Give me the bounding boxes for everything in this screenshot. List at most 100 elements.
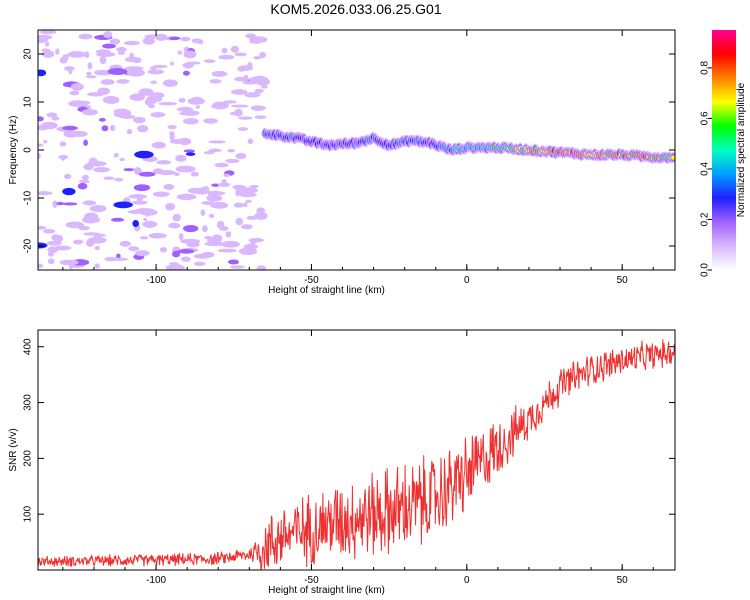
noise-blob xyxy=(65,221,85,229)
noise-blob xyxy=(77,182,88,190)
noise-blob xyxy=(46,240,62,246)
noise-blob xyxy=(63,129,79,138)
spectrogram-xtick-label: -100 xyxy=(146,275,166,286)
noise-blob xyxy=(208,213,215,218)
noise-blob xyxy=(132,116,146,124)
noise-blob xyxy=(131,200,148,205)
noise-blob xyxy=(62,187,76,196)
noise-blob xyxy=(113,152,119,158)
snr-xtick-label: -100 xyxy=(146,575,166,586)
noise-blob xyxy=(64,173,72,180)
noise-blob xyxy=(39,30,57,35)
noise-blob xyxy=(191,96,203,103)
noise-blob xyxy=(47,251,54,257)
noise-blob xyxy=(97,87,111,95)
snr-ytick-label: 200 xyxy=(23,450,34,467)
noise-blob xyxy=(124,66,144,71)
noise-blob xyxy=(150,80,158,85)
noise-blob xyxy=(201,251,215,258)
noise-blob xyxy=(95,49,111,54)
noise-blob xyxy=(175,154,187,162)
snr-xtick-label: 50 xyxy=(617,575,629,586)
noise-blob xyxy=(116,79,130,84)
noise-blob xyxy=(52,200,58,208)
noise-blob xyxy=(170,61,175,66)
noise-blob xyxy=(62,125,78,131)
noise-blob xyxy=(81,108,98,116)
noise-blob xyxy=(83,139,89,147)
noise-blob xyxy=(143,217,148,222)
noise-blob xyxy=(94,245,101,251)
noise-blob xyxy=(132,220,140,228)
noise-blob xyxy=(119,240,132,247)
noise-blob xyxy=(165,202,176,211)
noise-blob xyxy=(190,171,199,177)
noise-blob xyxy=(93,167,111,173)
noise-blob xyxy=(87,62,93,70)
spectrogram-ytick-label: 0 xyxy=(23,147,34,153)
noise-blob xyxy=(168,222,181,229)
noise-blob xyxy=(103,31,113,39)
noise-blob xyxy=(240,187,259,194)
noise-blob xyxy=(204,241,225,247)
noise-blob xyxy=(178,98,186,103)
noise-blob xyxy=(206,194,223,202)
noise-blob xyxy=(216,220,225,229)
noise-blob xyxy=(129,93,146,101)
colorbar-tick: 0.0 xyxy=(700,263,712,277)
noise-blob xyxy=(183,224,199,233)
noise-blob xyxy=(46,112,58,118)
noise-blob xyxy=(177,265,186,270)
noise-blob xyxy=(55,48,60,55)
noise-blob xyxy=(172,250,181,258)
colorbar-tick: 0.4 xyxy=(700,162,712,176)
noise-blob xyxy=(183,118,199,125)
noise-blob xyxy=(233,202,245,208)
noise-blob xyxy=(230,104,249,108)
noise-blob xyxy=(220,240,240,248)
noise-blob xyxy=(126,68,145,77)
noise-blob xyxy=(51,234,61,241)
noise-blob xyxy=(135,250,150,257)
noise-blob xyxy=(84,51,90,59)
noise-blob xyxy=(72,239,84,245)
noise-blob xyxy=(217,248,237,253)
spectrogram-ytick-label: 20 xyxy=(23,48,34,60)
noise-blob xyxy=(152,191,170,197)
page-title: KOM5.2026.033.06.25.G01 xyxy=(270,1,442,17)
noise-blob xyxy=(102,43,116,49)
noise-blob xyxy=(256,265,267,270)
noise-blob xyxy=(51,116,60,121)
snr-panel: -100 -50 0 50 100 200 300 400 Height of straight… xyxy=(8,329,676,596)
noise-blob xyxy=(89,204,107,213)
snr-ytick: 100 xyxy=(23,505,675,523)
spectrogram-xtick: -50 xyxy=(304,30,319,286)
noise-blob xyxy=(234,76,250,82)
noise-blob xyxy=(98,117,106,122)
noise-blob xyxy=(142,37,155,45)
noise-blob xyxy=(195,105,200,109)
noise-blob xyxy=(144,98,152,106)
noise-blob xyxy=(138,88,154,96)
snr-ytick-label: 100 xyxy=(23,505,34,522)
noise-blob xyxy=(119,114,136,119)
snr-ytick-label: 300 xyxy=(23,394,34,411)
noise-blob xyxy=(86,71,92,76)
noise-blob xyxy=(78,33,93,40)
noise-blob xyxy=(246,215,259,220)
noise-blob xyxy=(253,56,262,60)
noise-blob xyxy=(148,104,155,109)
noise-blob xyxy=(180,36,191,42)
noise-blob xyxy=(45,41,50,47)
noise-blob xyxy=(182,62,195,69)
noise-blob xyxy=(221,179,227,184)
noise-blob xyxy=(53,245,72,251)
spectrogram-ytick: 10 xyxy=(23,96,675,108)
colorbar-tick: 0.6 xyxy=(700,111,712,125)
noise-blob xyxy=(250,105,266,111)
noise-blob xyxy=(116,253,121,259)
noise-blob xyxy=(150,111,166,118)
snr-ylabel: SNR (v/v) xyxy=(8,428,19,471)
noise-blob xyxy=(256,207,266,215)
noise-blob xyxy=(180,256,191,262)
